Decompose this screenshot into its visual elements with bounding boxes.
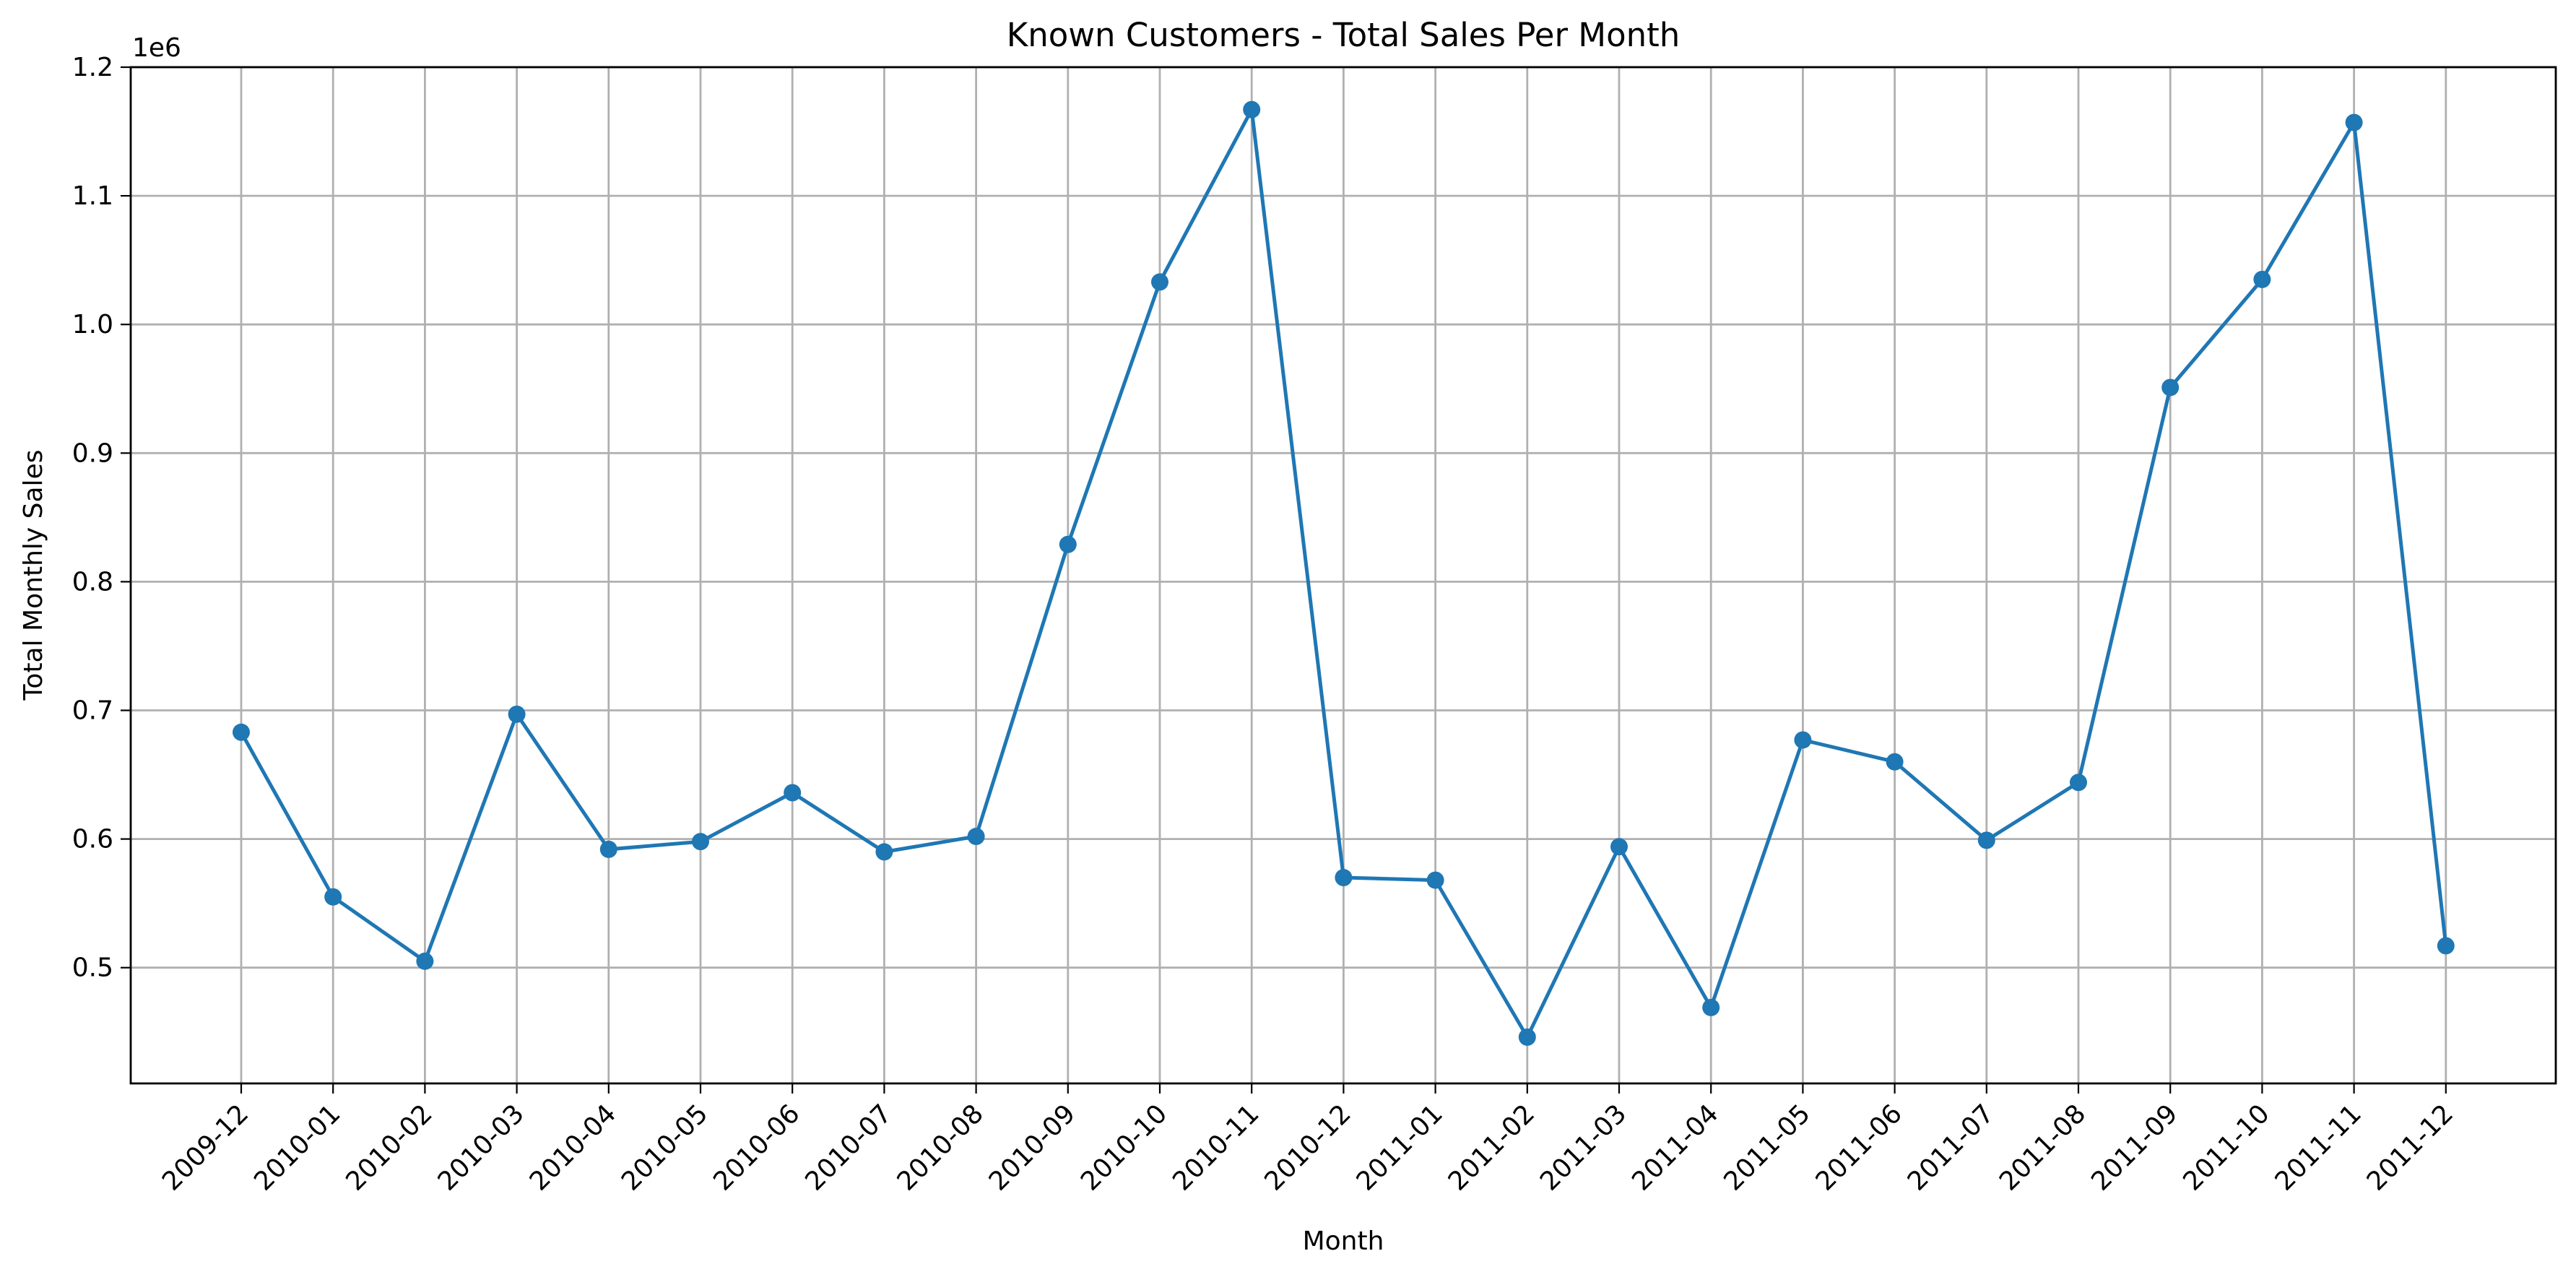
y-axis-label: Total Monthly Sales: [19, 450, 48, 701]
y-tick-label: 0.5: [72, 953, 113, 983]
data-point: [233, 723, 250, 741]
y-tick-label: 0.6: [72, 825, 113, 854]
y-tick-label: 0.7: [72, 696, 113, 726]
data-point: [1243, 100, 1261, 118]
data-point: [1794, 731, 1812, 749]
data-points: [233, 100, 2455, 1046]
data-point: [2253, 270, 2271, 288]
data-point: [508, 705, 526, 723]
grid-lines: [131, 66, 2556, 1083]
data-point: [599, 840, 617, 858]
y-axis-ticks: 0.5 0.6 0.7 0.8 0.9 1.0 1.1 1.2: [72, 53, 131, 983]
data-point: [875, 843, 893, 861]
data-point: [1977, 831, 1995, 849]
data-point: [1886, 753, 1904, 771]
data-point: [1702, 998, 1720, 1016]
data-point: [1426, 871, 1444, 889]
y-tick-label: 1.0: [72, 310, 113, 339]
y-tick-label: 1.2: [72, 53, 113, 82]
y-tick-label: 0.8: [72, 567, 113, 597]
data-point: [2345, 113, 2363, 131]
data-point: [1059, 535, 1077, 553]
data-point: [2437, 937, 2455, 955]
data-point: [324, 888, 342, 906]
y-tick-label: 0.9: [72, 438, 113, 468]
y-axis-offset-label: 1e6: [132, 33, 181, 63]
data-point: [692, 833, 709, 851]
data-point: [1610, 838, 1628, 856]
data-point: [2070, 774, 2087, 792]
data-point: [1518, 1028, 1536, 1046]
x-axis-label: Month: [1303, 1226, 1384, 1256]
data-point: [967, 828, 985, 846]
y-tick-label: 1.1: [72, 181, 113, 211]
data-point: [784, 784, 802, 802]
data-point: [416, 952, 434, 970]
data-point: [2161, 378, 2180, 397]
data-point: [1335, 869, 1353, 887]
data-point: [1151, 273, 1168, 291]
chart-title: Known Customers - Total Sales Per Month: [1007, 16, 1681, 54]
